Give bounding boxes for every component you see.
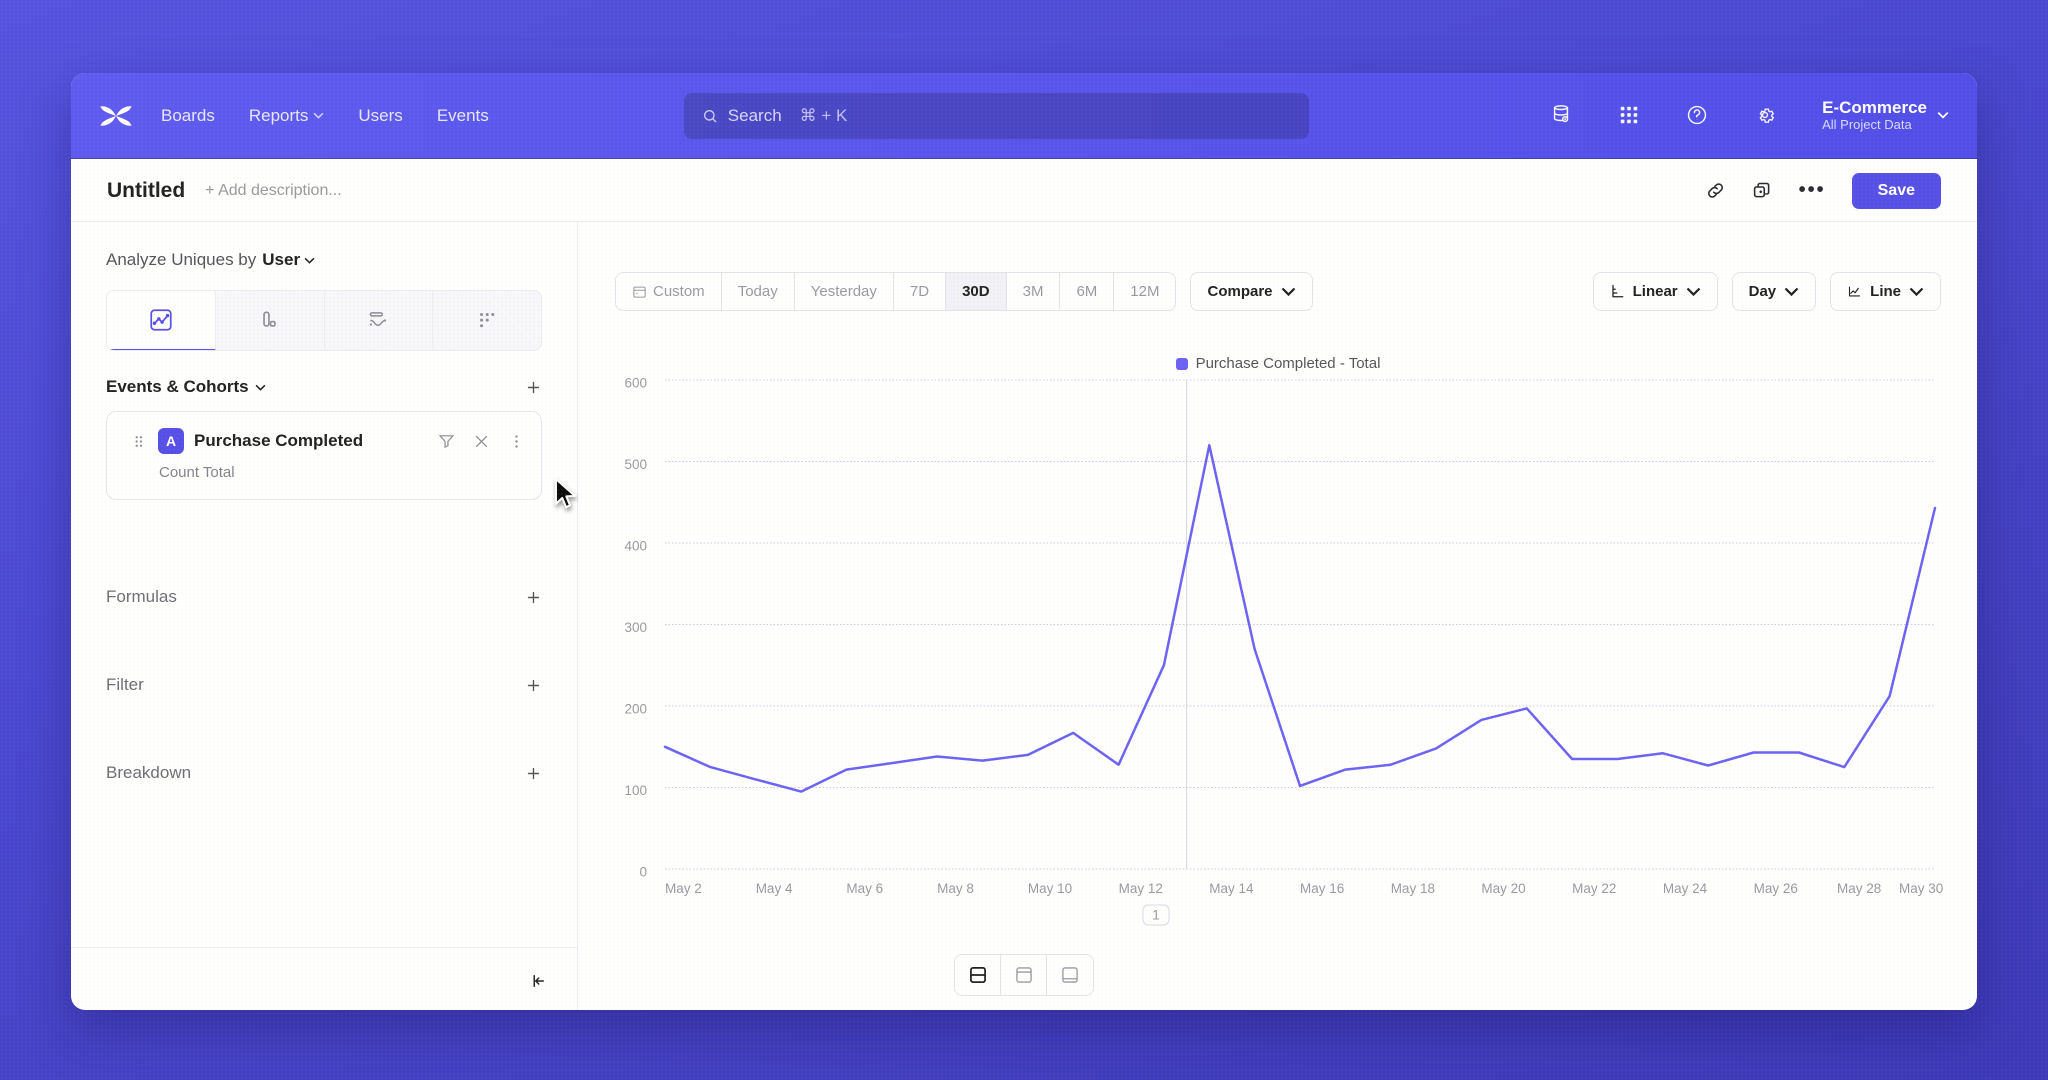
svg-text:May 8: May 8 [937, 881, 974, 896]
svg-text:May 6: May 6 [846, 881, 883, 896]
svg-text:1: 1 [1152, 908, 1160, 923]
svg-text:100: 100 [624, 783, 647, 798]
svg-text:May 16: May 16 [1300, 881, 1344, 896]
svg-text:May 24: May 24 [1663, 881, 1708, 896]
svg-text:May 12: May 12 [1119, 881, 1163, 896]
svg-text:May 30: May 30 [1899, 881, 1943, 896]
svg-text:500: 500 [624, 457, 647, 472]
svg-text:May 18: May 18 [1391, 881, 1435, 896]
svg-text:May 26: May 26 [1754, 881, 1798, 896]
svg-text:May 2: May 2 [665, 881, 702, 896]
svg-text:May 10: May 10 [1028, 881, 1072, 896]
svg-text:May 4: May 4 [756, 881, 793, 896]
svg-text:200: 200 [624, 702, 647, 717]
svg-text:600: 600 [624, 376, 647, 391]
svg-text:May 22: May 22 [1572, 881, 1616, 896]
svg-text:0: 0 [639, 865, 647, 880]
svg-text:300: 300 [624, 620, 647, 635]
svg-text:400: 400 [624, 539, 647, 554]
svg-text:May 28: May 28 [1837, 881, 1881, 896]
svg-text:May 14: May 14 [1209, 881, 1254, 896]
svg-text:May 20: May 20 [1481, 881, 1525, 896]
